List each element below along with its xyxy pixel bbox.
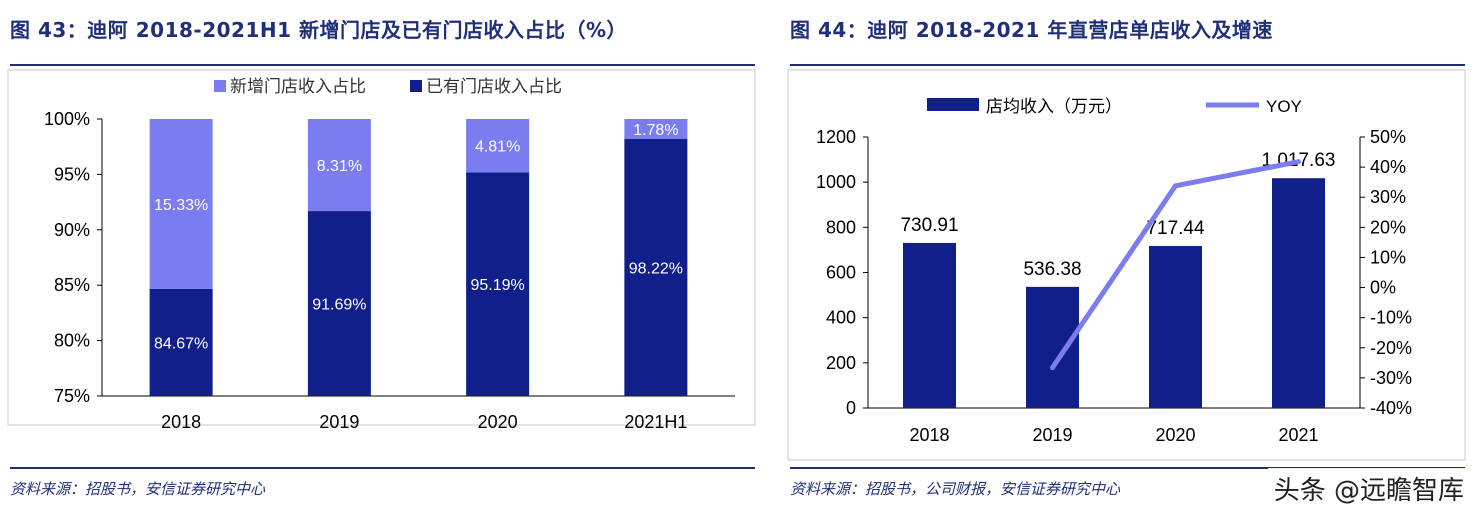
left-y-tick-label: 85% — [54, 275, 90, 295]
right-y2-tick-label: -30% — [1370, 368, 1412, 388]
right-y-tick-label: 200 — [826, 353, 856, 373]
right-source-note: 资料来源：招股书，公司财报，安信证券研究中心 — [790, 480, 1121, 498]
left-bar-label-existing: 84.67% — [154, 335, 208, 352]
right-x-tick-label: 2018 — [909, 425, 949, 445]
right-y2-tick-label: 20% — [1370, 217, 1406, 237]
right-y-tick-label: 400 — [826, 308, 856, 328]
left-bar-new-stores — [624, 119, 688, 139]
right-legend-label-bar: 店均收入（万元） — [986, 97, 1122, 116]
right-y2-tick-label: 50% — [1370, 127, 1406, 147]
right-bar-value-label: 717.44 — [1146, 218, 1205, 239]
right-y2-tick-label: 30% — [1370, 187, 1406, 207]
right-bar-value-label: 730.91 — [900, 215, 958, 236]
left-bar-label-new: 1.78% — [633, 122, 678, 139]
right-figure-panel: 图 44：迪阿 2018-2021 年直营店单店收入及增速 0 200 400 600… — [780, 0, 1484, 520]
watermark: 头条 @远瞻智库 — [1267, 468, 1470, 509]
right-source-rule — [790, 467, 1465, 469]
right-bar-store-revenue — [1272, 178, 1325, 408]
right-bar-store-revenue — [1026, 286, 1079, 408]
left-y-tick-label: 100% — [44, 109, 90, 129]
left-x-tick-label: 2019 — [319, 412, 359, 432]
right-y2-tick-label: -40% — [1370, 398, 1412, 418]
left-legend-label-new: 新增门店收入占比 — [230, 77, 366, 96]
left-figure-title: 图 43：迪阿 2018-2021H1 新增门店及已有门店收入占比（%） — [10, 18, 628, 42]
right-y-tick-label: 600 — [826, 263, 856, 283]
right-y2-tick-label: 0% — [1370, 278, 1396, 298]
left-legend-label-existing: 已有门店收入占比 — [426, 77, 562, 96]
left-bar-label-existing: 95.19% — [470, 277, 524, 294]
right-bar-store-revenue — [903, 242, 956, 408]
left-y-tick-label: 95% — [54, 164, 90, 184]
right-bar-store-revenue — [1149, 245, 1202, 408]
left-bar-label-new: 4.81% — [475, 139, 520, 156]
right-legend-label-line: YOY — [1266, 97, 1302, 116]
right-legend-swatch-bar — [927, 98, 979, 111]
right-y2-tick-label: 40% — [1370, 157, 1406, 177]
left-bar-existing-stores — [624, 138, 688, 396]
left-y-tick-label: 80% — [54, 331, 90, 351]
left-legend-swatch-existing — [410, 80, 422, 92]
right-y-tick-label: 800 — [826, 217, 856, 237]
left-legend-swatch-new — [214, 80, 226, 92]
right-plot-frame — [787, 69, 1466, 461]
left-bar-label-new: 8.31% — [317, 158, 362, 175]
left-y-tick-label: 90% — [54, 220, 90, 240]
left-stacked-bar-chart: 75% 80% 85% 90% 95% 100% 84.67% 15.33% 2018 91.69… — [7, 69, 756, 432]
left-bar-existing-stores — [149, 288, 213, 396]
left-source-note: 资料来源：招股书，安信证券研究中心 — [10, 480, 266, 498]
left-title-rule — [10, 64, 755, 66]
right-y-tick-label: 0 — [846, 398, 856, 418]
left-bar-label-existing: 91.69% — [312, 297, 366, 314]
right-title-rule — [790, 64, 1465, 66]
right-x-tick-label: 2021 — [1278, 425, 1318, 445]
left-bar-existing-stores — [466, 172, 530, 396]
left-source-rule — [10, 467, 755, 469]
right-y2-tick-label: -10% — [1370, 308, 1412, 328]
left-x-tick-label: 2021H1 — [624, 412, 687, 432]
right-bar-line-chart: 0 200 400 600 800 1000 1200 -40% -30% -20% -10% 0% 1… — [787, 69, 1466, 461]
left-bar-label-existing: 98.22% — [629, 260, 683, 277]
left-bar-existing-stores — [307, 211, 371, 396]
left-figure-panel: 图 43：迪阿 2018-2021H1 新增门店及已有门店收入占比（%） 75%… — [7, 18, 756, 498]
left-plot-frame — [7, 69, 756, 426]
right-bar-value-label: 536.38 — [1023, 259, 1081, 280]
left-bar-new-stores — [466, 119, 530, 173]
right-figure-title: 图 44：迪阿 2018-2021 年直营店单店收入及增速 — [790, 18, 1273, 42]
right-y2-tick-label: 10% — [1370, 247, 1406, 267]
left-bar-label-new: 15.33% — [154, 197, 208, 214]
left-x-tick-label: 2020 — [478, 412, 518, 432]
left-bar-new-stores — [307, 119, 371, 212]
right-y2-tick-label: -20% — [1370, 338, 1412, 358]
left-y-tick-label: 75% — [54, 386, 90, 406]
left-x-tick-label: 2018 — [161, 412, 201, 432]
right-x-tick-label: 2020 — [1155, 425, 1195, 445]
right-y-tick-label: 1000 — [816, 172, 856, 192]
right-y-tick-label: 1200 — [816, 127, 856, 147]
left-bar-new-stores — [149, 119, 213, 289]
right-x-tick-label: 2019 — [1032, 425, 1072, 445]
